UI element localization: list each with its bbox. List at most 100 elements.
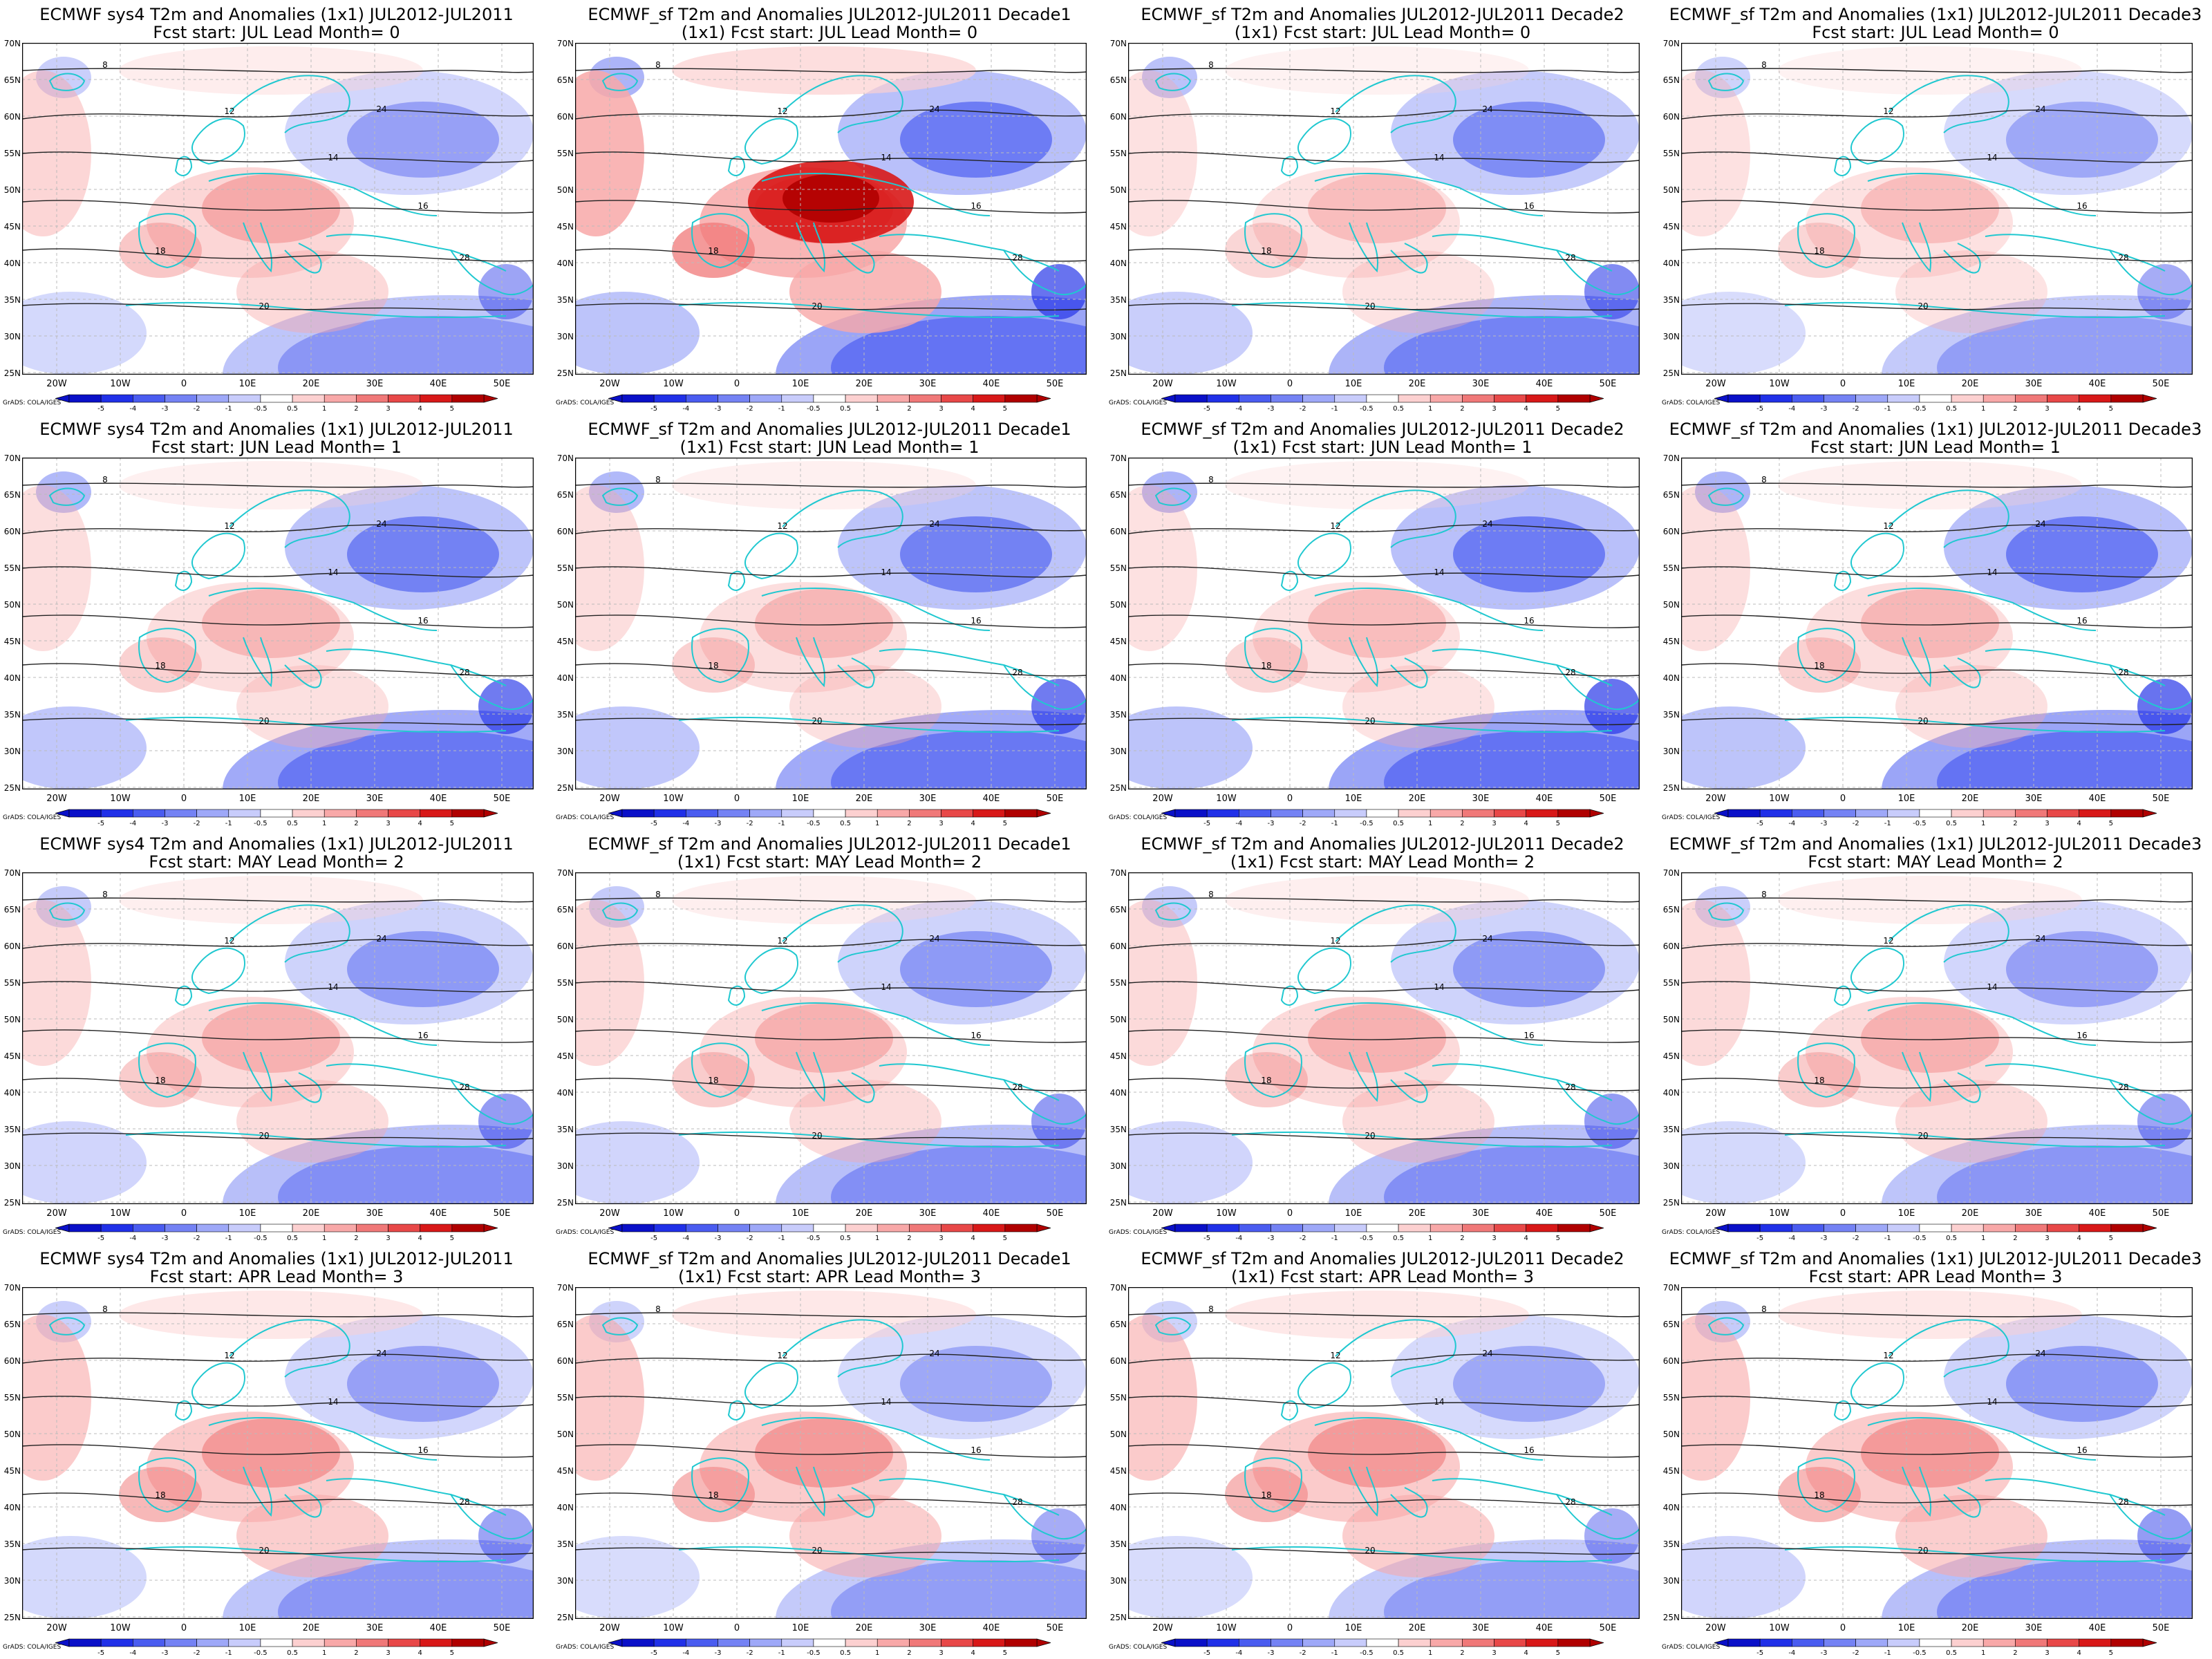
map-frame <box>22 43 534 375</box>
colorbar-tick-label: 3 <box>2045 1649 2049 1656</box>
coastline <box>1335 1319 1456 1378</box>
colorbar-bin <box>718 1638 750 1647</box>
latitude-label: 55N <box>1662 149 1680 158</box>
contour-label: 16 <box>971 201 981 211</box>
map-frame <box>1681 1287 2193 1619</box>
colorbar-bin <box>1855 394 1888 403</box>
latitude-label: 70N <box>1662 453 1680 463</box>
coastline <box>727 985 746 1006</box>
contour-label: 8 <box>102 1304 108 1314</box>
colorbar-tick-label: 3 <box>386 405 390 412</box>
colorbar-min-arrow <box>1714 1638 1729 1647</box>
colorbar-tick-label: -5 <box>1203 820 1210 827</box>
colorbar-bin <box>1526 1638 1559 1647</box>
warm-anomaly-mediterranean <box>1895 250 2047 333</box>
cold-anomaly-sahara-core <box>278 316 534 375</box>
isotherm-contour <box>575 615 1087 628</box>
contour-label: 24 <box>376 104 386 114</box>
contour-label: 8 <box>1761 60 1767 70</box>
colorbar-bin <box>1302 394 1335 403</box>
coastline <box>1943 243 1981 274</box>
longitude-label: 20W <box>599 1623 620 1633</box>
colorbar-bin <box>100 394 133 403</box>
colorbar-tick-label: 5 <box>1556 1235 1560 1241</box>
cold-anomaly-sahara-core <box>1937 1560 2193 1619</box>
latitude-label: 70N <box>3 39 21 48</box>
colorbar-max-arrow <box>1589 1224 1604 1232</box>
latitude-label: 60N <box>1109 941 1127 951</box>
isotherm-contour <box>575 1078 1087 1091</box>
cold-anomaly-atlantic <box>1681 1121 1806 1204</box>
longitude-label: 10E <box>791 1208 809 1219</box>
colorbar-bin <box>356 1224 388 1232</box>
longitude-label: 10E <box>791 794 809 804</box>
latitude-label: 40N <box>556 1503 574 1512</box>
longitude-label: 0 <box>180 1208 187 1219</box>
colorbar-tick-label: -1 <box>778 820 785 827</box>
contour-label: 28 <box>2118 1497 2128 1507</box>
coastline <box>1985 234 2166 272</box>
coastline <box>174 156 193 176</box>
colorbar-bin <box>324 394 357 403</box>
coastline <box>1888 1319 2009 1378</box>
cold-anomaly-caucasus <box>1584 679 1640 734</box>
anomaly-map: 8 12 14 16 18 20 24 28 <box>1681 1287 2193 1619</box>
cold-anomaly-russia <box>1944 1315 2193 1439</box>
latitude-label: 40N <box>3 1503 21 1512</box>
cold-anomaly-sahara <box>776 1125 1087 1204</box>
contour-label: 16 <box>418 1445 428 1455</box>
latitude-label: 65N <box>3 75 21 85</box>
latitude-label: 30N <box>1109 1161 1127 1171</box>
longitude-label: 20E <box>302 1208 320 1219</box>
contour-label: 24 <box>1482 934 1492 944</box>
coastline <box>48 487 86 506</box>
colorbar-bin <box>1430 1224 1463 1232</box>
coastline <box>1297 947 1351 995</box>
colorbar-tick-label: -2 <box>1853 405 1859 412</box>
latitude-label: 70N <box>556 39 574 48</box>
colorbar-bin <box>1271 1224 1303 1232</box>
latitude-label: 35N <box>1662 1539 1680 1549</box>
colorbar-tick-label: -4 <box>1788 1235 1795 1241</box>
longitude-label: 10W <box>1216 794 1237 804</box>
colorbar: -5 -4 -3 -2 -1 -0.5 0.5 1 2 3 4 5 <box>608 394 1051 412</box>
panel-title: ECMWF_sf T2m and Anomalies (1x1) JUL2012… <box>1669 420 2202 439</box>
longitude-label: 0 <box>1286 1623 1293 1633</box>
cold-anomaly-atlantic <box>1128 706 1253 789</box>
colorbar-bin <box>1366 394 1399 403</box>
cold-anomaly-sahara-core <box>1937 316 2193 375</box>
contour-label: 8 <box>1761 890 1767 899</box>
latitude-label: 40N <box>1662 259 1680 268</box>
warm-anomaly-mediterranean <box>789 250 941 333</box>
longitude-label: 10W <box>1769 1208 1790 1219</box>
isotherm-contour <box>1128 1547 1640 1555</box>
isotherm-contour <box>1681 1078 2193 1091</box>
colorbar-bin <box>1919 1224 1952 1232</box>
grads-credit: GrADS: COLA/IGES <box>1109 1644 1168 1651</box>
coastline <box>761 1417 991 1461</box>
colorbar-tick-label: -3 <box>1267 405 1274 412</box>
isotherm-contour <box>1128 615 1640 628</box>
contour-label: 24 <box>929 934 939 944</box>
contour-label: 8 <box>1208 890 1214 899</box>
longitude-label: 10E <box>1344 1623 1362 1633</box>
latitude-label: 25N <box>1662 1198 1680 1208</box>
panel-title: ECMWF_sf T2m and Anomalies JUL2012-JUL20… <box>588 5 1071 24</box>
coastline <box>879 1478 1060 1516</box>
map-frame <box>22 1287 534 1619</box>
latitude-label: 70N <box>1109 453 1127 463</box>
warm-anomaly-arctic <box>1778 876 2082 924</box>
coastline <box>191 532 245 580</box>
colorbar: -5 -4 -3 -2 -1 -0.5 0.5 1 2 3 4 5 <box>1714 1224 2157 1241</box>
colorbar-bin <box>909 1638 941 1647</box>
latitude-label: 35N <box>3 1125 21 1134</box>
longitude-label: 40E <box>429 1623 447 1633</box>
colorbar-bin <box>1430 394 1463 403</box>
isotherm-contour <box>1681 1492 2193 1506</box>
colorbar-tick-label: 4 <box>971 1649 975 1656</box>
coastline <box>1707 902 1745 921</box>
isotherm-contour <box>1128 1396 1640 1407</box>
contour-label: 20 <box>1365 1546 1375 1555</box>
colorbar-bin <box>1004 394 1038 403</box>
cold-anomaly-russia-core <box>1453 1346 1605 1422</box>
